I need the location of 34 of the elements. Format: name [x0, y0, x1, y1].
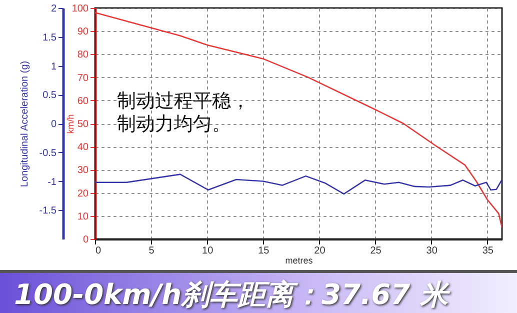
y-tick-label: 80 — [77, 50, 89, 61]
x-tick-label: 25 — [370, 246, 382, 256]
y-tick-label: 20 — [77, 188, 89, 200]
y2-tick-label: -1 — [48, 176, 57, 188]
line-series — [95, 12, 502, 228]
line-series — [95, 174, 502, 195]
x-tick-label: 15 — [258, 246, 270, 256]
x-tick-label: 20 — [314, 246, 326, 256]
x-tick-label: 35 — [482, 246, 494, 256]
y2-axis-title: Longitudinal Acceleration (g) — [19, 60, 30, 188]
y2-tick-label: -1.5 — [39, 206, 57, 217]
y-tick-label: 70 — [77, 72, 89, 84]
y-axis-title: km/h — [66, 114, 76, 134]
x-axis-title: metres — [285, 256, 314, 266]
y-tick-label: 100 — [72, 4, 89, 14]
y-tick-label: 30 — [77, 165, 89, 176]
y-tick-label: 0 — [82, 234, 89, 246]
y2-tick-label: 1.5 — [42, 32, 57, 44]
y-tick-label: 40 — [77, 142, 89, 154]
x-tick-label: 10 — [202, 246, 214, 256]
y2-tick-label: 2 — [50, 4, 57, 14]
y-tick-label: 10 — [77, 211, 89, 222]
y2-tick-label: 0.5 — [42, 90, 57, 102]
x-tick-label: 30 — [426, 246, 438, 256]
x-tick-label: 5 — [148, 246, 155, 256]
y-tick-label: 90 — [77, 26, 89, 38]
y2-tick-label: -0.5 — [39, 148, 57, 159]
y2-tick-label: 1 — [50, 61, 57, 72]
y-tick-label: 60 — [77, 96, 89, 107]
y-tick-label: 50 — [77, 119, 89, 130]
x-tick-label: 0 — [96, 246, 102, 256]
text: 100-0km/h刹车距离：37.67 米 — [14, 277, 448, 313]
y2-tick-label: 0 — [50, 119, 57, 130]
annotation: 制动过程平稳，制动力均匀。 — [117, 90, 250, 135]
